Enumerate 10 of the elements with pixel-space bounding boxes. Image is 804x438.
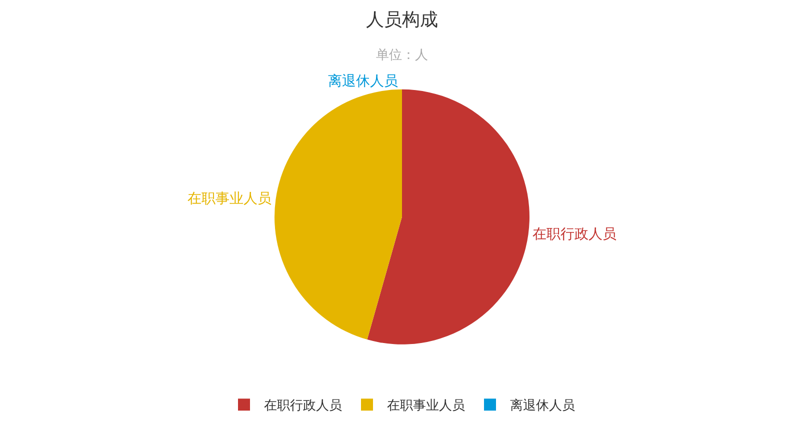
- chart-title: 人员构成: [366, 10, 438, 31]
- pie-slice: [367, 89, 530, 344]
- chart-subtitle: 单位：人: [376, 48, 428, 63]
- pie-slice: [274, 89, 402, 340]
- slice-label: 在职事业人员: [188, 191, 272, 208]
- slice-label: 在职行政人员: [532, 226, 616, 243]
- category-label: 离退休人员: [328, 73, 398, 90]
- legend-label: 离退休人员: [510, 398, 575, 414]
- legend-label: 在职事业人员: [387, 398, 465, 414]
- legend-label: 在职行政人员: [264, 398, 342, 414]
